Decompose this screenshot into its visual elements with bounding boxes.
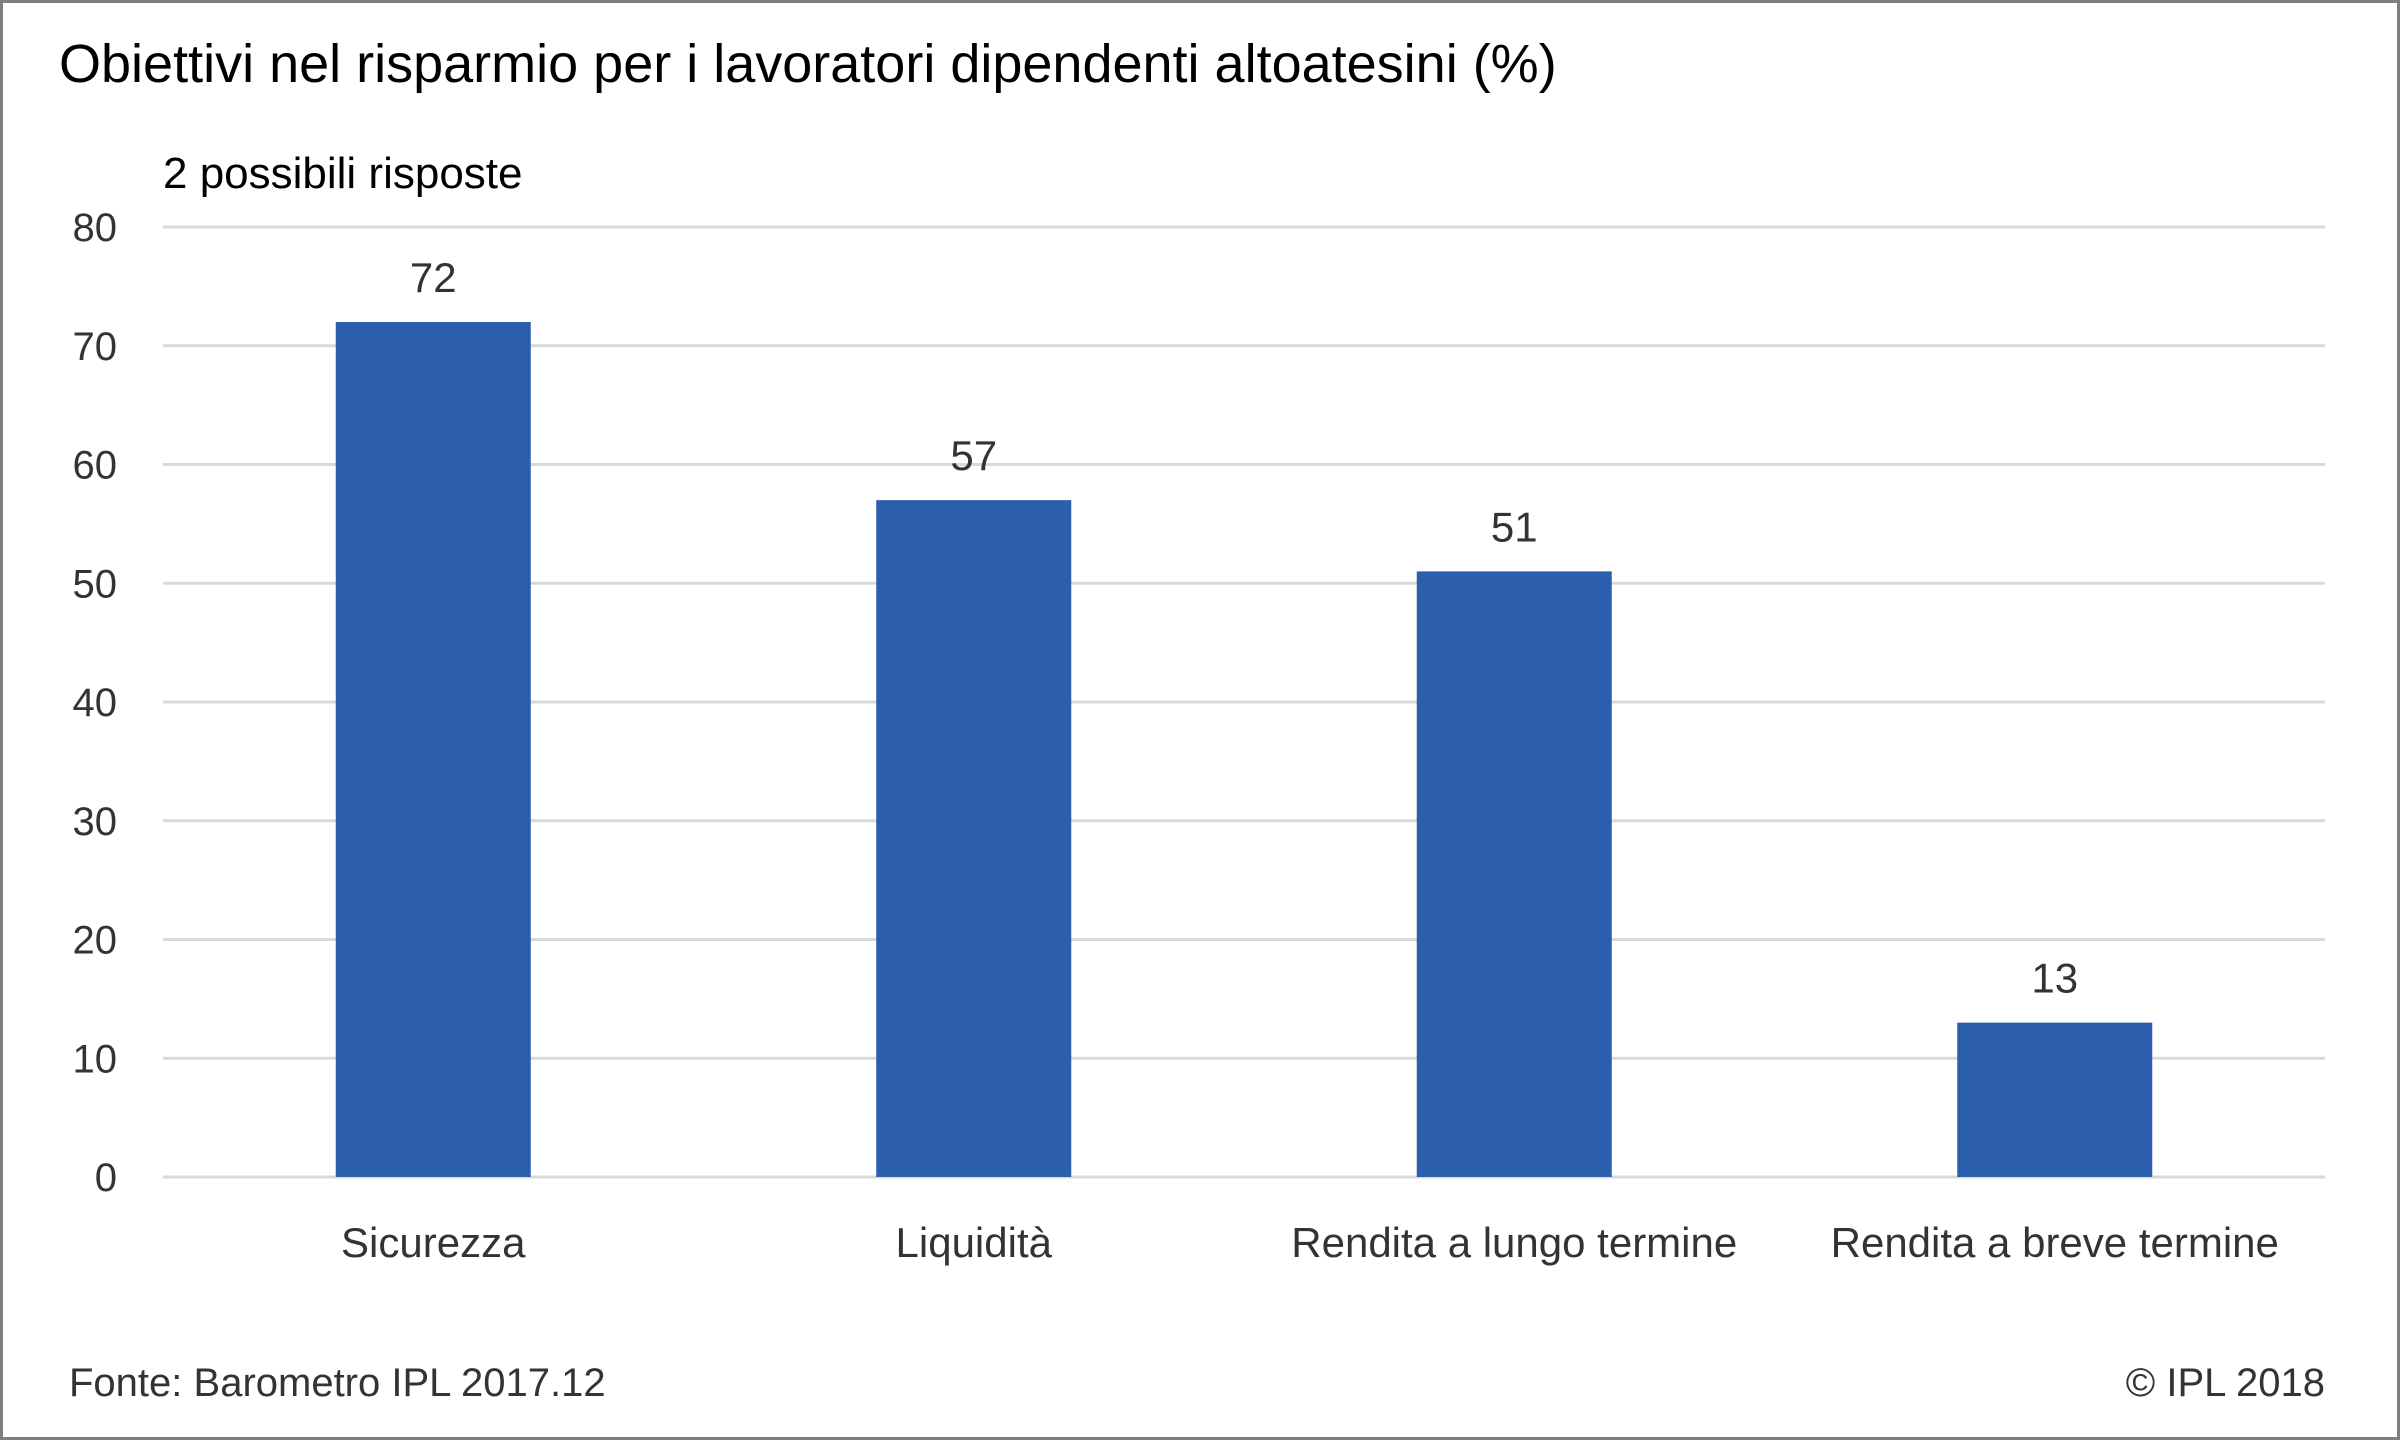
category-label-3: Rendita a lungo termine <box>1291 1219 1737 1266</box>
data-label-1: 72 <box>410 254 457 301</box>
copyright-note: © IPL 2018 <box>2125 1361 2325 1405</box>
bar-4 <box>1957 1022 2153 1177</box>
bars <box>335 322 2153 1177</box>
y-tick-label: 60 <box>73 444 118 488</box>
data-label-2: 57 <box>950 432 997 479</box>
bar-3 <box>1416 571 1612 1177</box>
y-tick-label: 40 <box>73 681 118 725</box>
bar-1 <box>335 322 531 1177</box>
chart-subtitle: 2 possibili risposte <box>163 149 523 198</box>
category-labels: Sicurezza Liquidità Rendita a lungo termin… <box>341 1219 2279 1266</box>
y-tick-label: 20 <box>73 919 118 963</box>
data-label-4: 13 <box>2031 955 2078 1002</box>
y-tick-label: 10 <box>73 1037 118 1081</box>
y-tick-label: 70 <box>73 325 118 369</box>
category-label-2: Liquidità <box>896 1219 1053 1266</box>
data-labels: 72 57 51 13 <box>410 254 2078 1002</box>
category-label-1: Sicurezza <box>341 1219 526 1266</box>
data-label-3: 51 <box>1491 503 1538 550</box>
category-label-4: Rendita a breve termine <box>1831 1219 2279 1266</box>
y-tick-label: 0 <box>95 1156 117 1200</box>
source-note: Fonte: Barometro IPL 2017.12 <box>69 1361 606 1405</box>
y-tick-label: 50 <box>73 562 118 606</box>
y-axis-ticks: 0 10 20 30 40 50 60 70 80 <box>73 206 118 1200</box>
chart-title: Obiettivi nel risparmio per i lavoratori… <box>59 34 1557 94</box>
bar-chart: 0 10 20 30 40 50 60 70 80 72 57 51 13 Sicurezza Liqu… <box>73 206 2325 1266</box>
y-tick-label: 80 <box>73 206 118 250</box>
y-tick-label: 30 <box>73 800 118 844</box>
bar-2 <box>876 500 1072 1177</box>
